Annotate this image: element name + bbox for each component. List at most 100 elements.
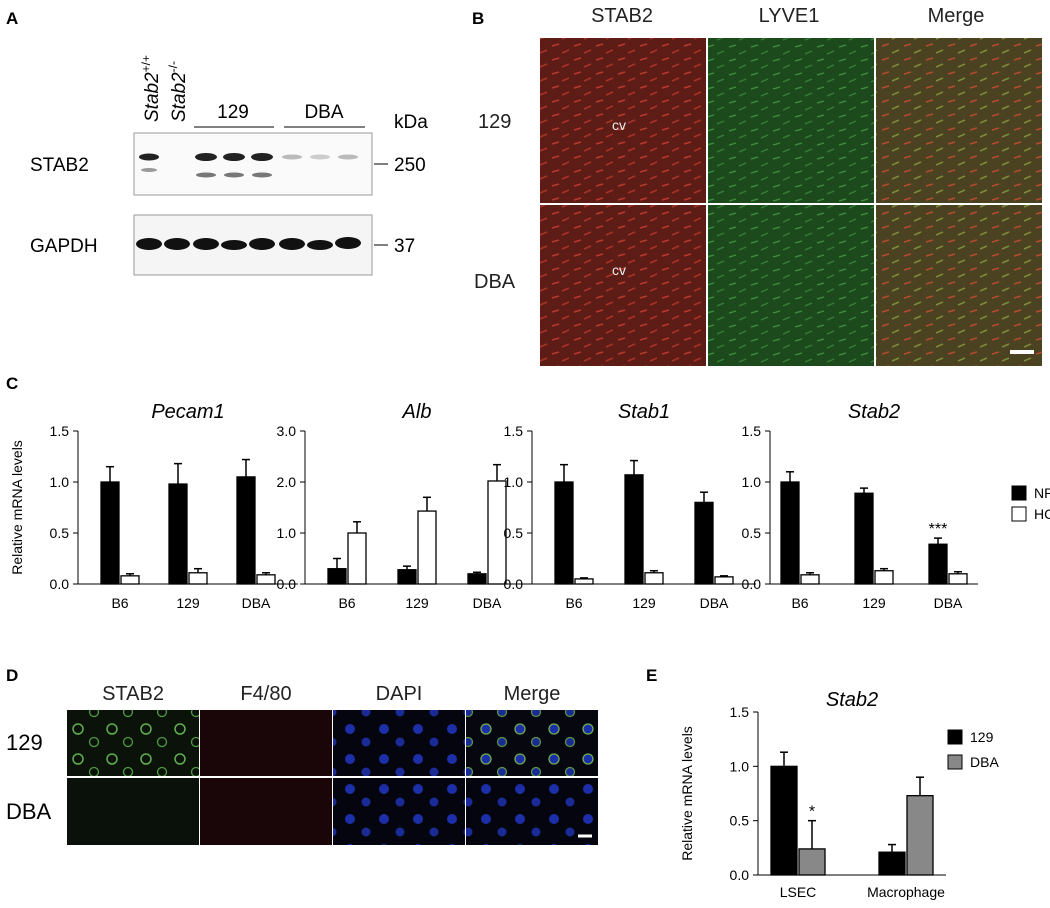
group-label: DBA: [304, 102, 343, 123]
legend-swatch: [1011, 506, 1027, 522]
micrograph: [540, 205, 706, 366]
y-tick-label: 0.5: [50, 525, 70, 541]
row-label: 129: [478, 111, 511, 133]
micrograph: [708, 205, 874, 366]
bar: [854, 492, 874, 585]
y-tick-label: 1.0: [50, 474, 70, 490]
micrograph: [333, 710, 465, 776]
x-tick-label: DBA: [934, 595, 963, 611]
y-tick-label: 1.5: [504, 423, 524, 439]
blot: [133, 132, 373, 196]
genotype-sup: +/+: [139, 55, 153, 72]
bands: [136, 237, 361, 250]
bar: [327, 568, 347, 585]
y-tick-label: 1.0: [277, 525, 297, 541]
y-tick-label: 0.0: [277, 576, 297, 592]
bar: [188, 572, 208, 585]
micrograph: [708, 38, 874, 203]
x-tick-label: B6: [791, 595, 808, 611]
annotation: *: [809, 804, 815, 821]
bar: [397, 569, 417, 585]
y-axis-label: Relative mRNA levels: [9, 440, 25, 575]
x-tick-label: 129: [405, 595, 429, 611]
blot-label: STAB2: [30, 155, 89, 176]
chart-title: Stab2: [826, 689, 878, 711]
bar: [770, 765, 798, 876]
x-tick-label: DBA: [242, 595, 271, 611]
y-tick-label: 1.5: [742, 423, 762, 439]
bar: [417, 510, 437, 585]
panel-letter: D: [6, 666, 18, 685]
unit-label: kDa: [394, 112, 428, 133]
bar: [948, 573, 968, 585]
row-label: DBA: [474, 271, 516, 293]
x-tick-label: Macrophage: [867, 884, 945, 900]
gene: Stab2: [142, 72, 163, 122]
y-tick-label: 1.5: [50, 423, 70, 439]
bar: [780, 481, 800, 585]
y-tick-label: 0.0: [730, 867, 750, 883]
micrograph: [333, 778, 465, 845]
bar: [467, 573, 487, 585]
bar: [120, 575, 140, 585]
x-tick-label: B6: [111, 595, 128, 611]
bar: [928, 543, 948, 585]
micrograph: [67, 710, 199, 776]
bar: [347, 532, 367, 585]
blot-label: GAPDH: [30, 236, 98, 257]
chart-title: Pecam1: [151, 401, 224, 423]
vein-label: cv: [612, 117, 626, 133]
legend-swatch: [947, 729, 963, 745]
bar: [878, 851, 906, 876]
bands: [139, 153, 358, 178]
micrograph: [200, 778, 332, 845]
legend-label: HC: [1034, 506, 1050, 522]
y-tick-label: 1.0: [730, 758, 750, 774]
panel-letter: A: [6, 9, 18, 28]
y-tick-label: 0.5: [742, 525, 762, 541]
marker-label: 37: [394, 236, 415, 257]
x-tick-label: DBA: [700, 595, 729, 611]
panel-letter: E: [646, 666, 657, 685]
column-header: STAB2: [591, 5, 653, 27]
chart-title: Stab1: [618, 401, 670, 423]
column-header: LYVE1: [759, 5, 820, 27]
bar: [874, 570, 894, 585]
legend-label: NPC: [1034, 485, 1050, 501]
genotype-label: Stab2+/+: [139, 55, 163, 122]
x-tick-label: 129: [862, 595, 886, 611]
x-tick-label: B6: [565, 595, 582, 611]
legend-swatch: [947, 754, 963, 770]
y-tick-label: 2.0: [277, 474, 297, 490]
row-label: DBA: [6, 799, 52, 824]
y-tick-label: 1.0: [504, 474, 524, 490]
micrograph: [466, 710, 598, 776]
micrograph: [876, 38, 1042, 203]
genotype-sup: -/-: [166, 61, 180, 72]
bar: [800, 574, 820, 585]
y-tick-label: 0.5: [730, 813, 750, 829]
x-tick-label: 129: [632, 595, 656, 611]
chart-title: Alb: [402, 401, 432, 423]
bar: [256, 574, 276, 585]
bar: [644, 572, 664, 585]
panel-letter: C: [6, 374, 18, 393]
bar: [694, 501, 714, 585]
legend-label: 129: [970, 729, 994, 745]
row-label: 129: [6, 730, 43, 755]
vein-label: cv: [612, 262, 626, 278]
x-tick-label: 129: [176, 595, 200, 611]
bar: [906, 795, 934, 876]
y-tick-label: 0.0: [504, 576, 524, 592]
micrograph: [200, 710, 332, 776]
x-tick-label: LSEC: [780, 884, 817, 900]
bar: [554, 481, 574, 585]
legend-label: DBA: [970, 754, 999, 770]
bar: [574, 578, 594, 585]
micrograph: [876, 205, 1042, 366]
column-header: F4/80: [240, 683, 291, 705]
column-header: Merge: [928, 5, 985, 27]
bar: [236, 476, 256, 585]
micrograph: [466, 778, 598, 845]
micrograph: [67, 778, 199, 845]
